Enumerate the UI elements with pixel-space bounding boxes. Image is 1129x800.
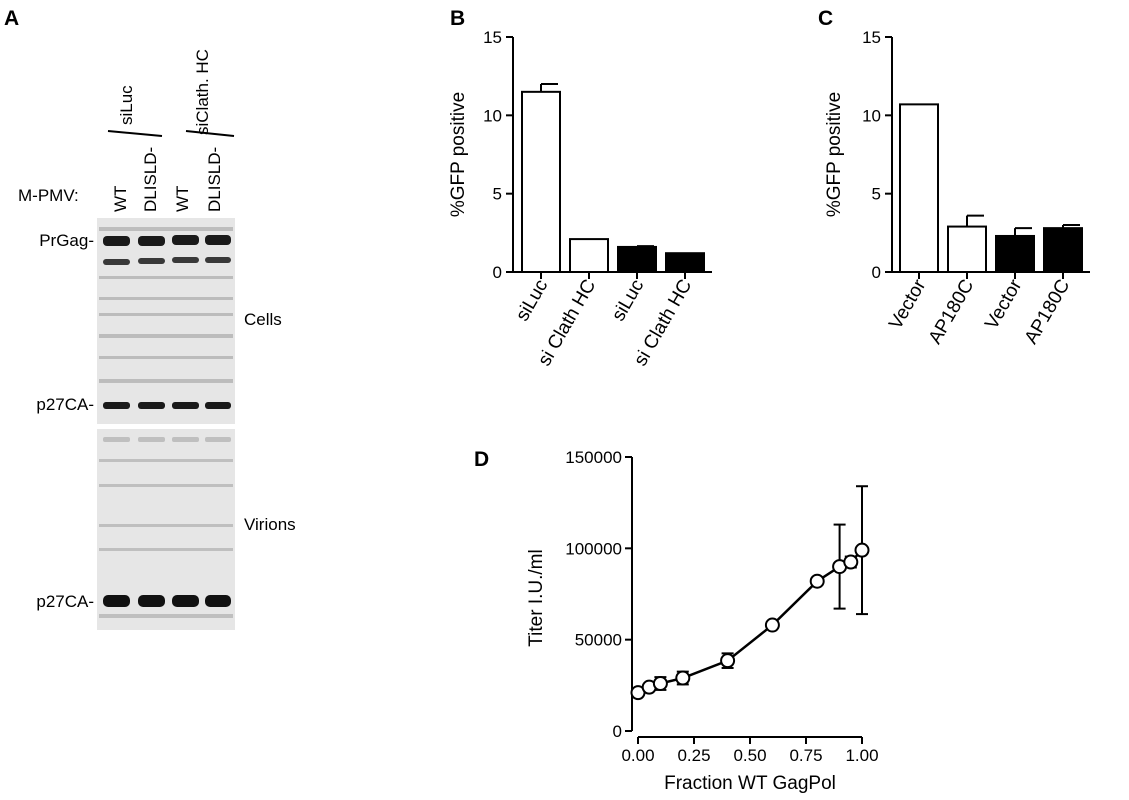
panel-b-letter: B (450, 7, 465, 30)
lane-label-4: DLISLD- (205, 147, 224, 212)
y-tick-label: 50000 (575, 631, 622, 650)
cells-faint-bands (99, 227, 233, 383)
y-tick-label: 15 (862, 28, 881, 47)
y-tick-label: 10 (483, 106, 502, 125)
band-label-p27-virions: p27CA- (36, 592, 94, 611)
y-tick-label: 0 (493, 263, 502, 282)
panel-c-letter: C (818, 7, 833, 30)
bar-4 (1043, 227, 1083, 273)
y-tick-label: 10 (862, 106, 881, 125)
x-tick-label: AP180C (1021, 276, 1075, 348)
x-tick-label: 0.00 (621, 746, 654, 765)
p27-cells-bands (103, 402, 231, 409)
y-tick-label: 15 (483, 28, 502, 47)
virions-faint-bands (99, 437, 233, 618)
x-tick-label: 0.25 (677, 746, 710, 765)
bar-1 (521, 90, 561, 274)
y-tick-label: 100000 (565, 539, 622, 558)
data-point-6 (764, 617, 780, 633)
lane-label-2: DLISLD- (141, 147, 160, 212)
x-tick-label: AP180C (925, 276, 979, 348)
bar-3 (617, 245, 657, 273)
p27-virions-bands (103, 595, 231, 607)
lane-label-3: WT (173, 186, 192, 212)
data-point-4 (675, 670, 691, 686)
x-tick-label: 0.50 (733, 746, 766, 765)
x-tick-label: siLuc (512, 276, 552, 325)
y-axis-label: Titer I.U./ml (526, 549, 547, 646)
bar-3 (995, 234, 1035, 273)
series-line (637, 549, 863, 694)
group-bracket-siclath (185, 130, 235, 137)
x-tick-label: Vector (981, 275, 1026, 333)
lane-label-1: WT (111, 186, 130, 212)
panel-d: D 0 50000 100000 150000 0.00 0.25 0.50 0.75 1.00… (474, 448, 879, 794)
bar-1 (899, 103, 939, 273)
group-label-siluc: siLuc (117, 85, 136, 125)
x-tick-label: 0.75 (789, 746, 822, 765)
panel-a-letter: A (4, 7, 19, 30)
x-tick-label: siLuc (608, 276, 648, 325)
data-point-5 (720, 653, 736, 669)
band-label-p27-cells: p27CA- (36, 395, 94, 414)
x-axis-label: Fraction WT GagPol (664, 773, 836, 794)
bar-4 (665, 252, 705, 273)
cells-blot-image (97, 218, 235, 424)
row-label-mpmv: M-PMV: (18, 186, 79, 205)
data-point-10 (854, 542, 870, 558)
y-axis-label: %GFP positive (448, 92, 469, 217)
y-axis-label: %GFP positive (824, 92, 845, 217)
data-point-9 (843, 554, 859, 570)
x-tick-label: Vector (885, 275, 930, 333)
panel-d-letter: D (474, 448, 489, 471)
blot-label-cells: Cells (244, 310, 282, 329)
data-point-7 (809, 573, 825, 589)
y-tick-label: 0 (613, 722, 622, 741)
bar-2 (569, 238, 609, 274)
prgag-bands (103, 235, 231, 265)
y-tick-label: 5 (493, 185, 502, 204)
band-label-prgag: PrGag- (39, 231, 94, 250)
blot-label-virions: Virions (244, 515, 296, 534)
y-tick-label: 0 (872, 263, 881, 282)
bar-2 (947, 225, 987, 273)
group-bracket-siluc (107, 130, 163, 137)
chart-d: 0 50000 100000 150000 0.00 0.25 0.50 0.75 1.00 Fr… (526, 448, 879, 794)
panel-a: A siLuc siClath. HC M-PMV: WT DLISLD- WT… (4, 7, 296, 630)
x-tick-label: 1.00 (845, 746, 878, 765)
data-point-3 (652, 676, 668, 692)
group-label-siclath: siClath. HC (193, 49, 212, 135)
y-tick-label: 150000 (565, 448, 622, 467)
y-tick-label: 5 (872, 185, 881, 204)
